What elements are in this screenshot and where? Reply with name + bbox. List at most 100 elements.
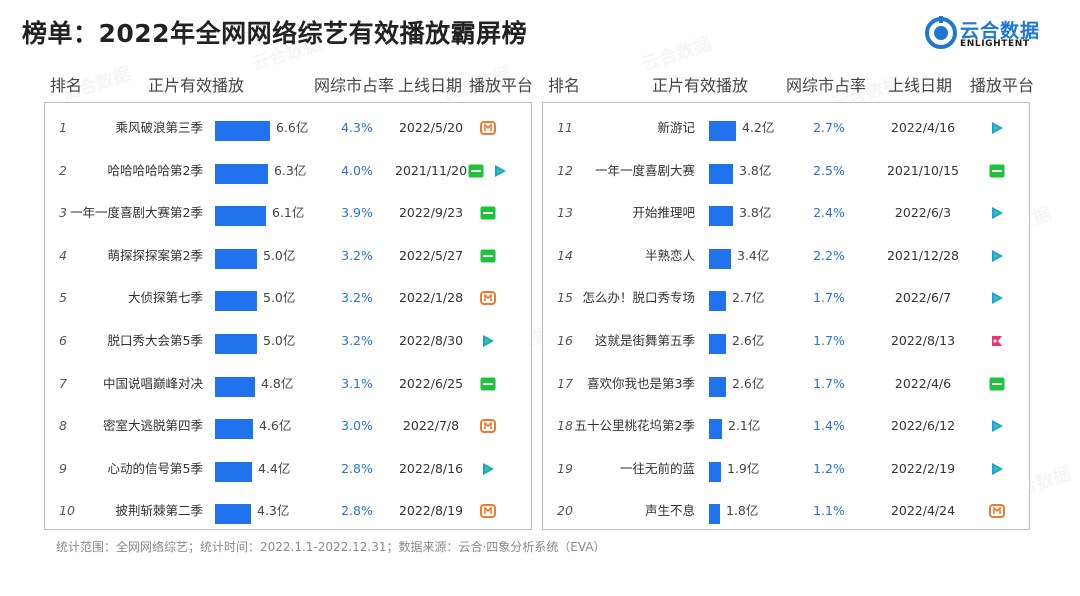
show-name: 心动的信号第5季 [107,460,203,476]
views-bar [215,376,255,397]
views-bar [215,419,253,440]
show-name: 声生不息 [644,503,695,519]
ranking-table-right: 11 新游记 4.2亿 2.7% 2022/4/16 12 一年一度喜剧大赛 3.8亿 2.5%… [542,102,1030,530]
platform-icons [989,376,1005,392]
rank-number: 13 [557,205,573,221]
release-date: 2022/6/25 [398,375,464,391]
logo-text-en: ENLIGHTENT [960,39,1030,49]
views-value: 3.8亿 [739,162,772,178]
mango-tv-icon [480,121,496,135]
header-date: 上线日期 [398,76,463,95]
show-name: 喜欢你我也是第3季 [587,375,695,391]
show-name: 密室大逃脱第四季 [102,418,203,434]
release-date: 2022/8/16 [398,460,464,476]
market-share: 1.1% [813,503,845,519]
iqiyi-icon [480,249,496,263]
views-value: 6.6亿 [276,120,309,135]
views-value: 5.0亿 [263,290,296,306]
release-date: 2022/6/12 [890,418,956,434]
tencent-video-icon [992,462,1003,475]
market-share: 1.7% [813,333,845,348]
platform-icons [989,333,1005,349]
mango-tv-icon [480,504,496,519]
platform-icons [480,503,496,519]
header-rank: 排名 [548,76,581,95]
market-share: 2.7% [813,120,845,135]
table-row: 14 半熟恋人 3.4亿 2.2% 2021/12/28 [543,235,1029,277]
views-value: 4.4亿 [258,460,291,476]
table-row: 4 萌探探探案第2季 5.0亿 3.2% 2022/5/27 [45,235,531,277]
views-value: 4.3亿 [257,503,290,519]
show-name: 新游记 [657,120,695,135]
header-rank: 排名 [50,76,83,95]
iqiyi-icon [480,206,496,220]
table-row: 12 一年一度喜剧大赛 3.8亿 2.5% 2021/10/15 [543,150,1029,192]
market-share: 2.8% [341,503,373,519]
column-headers-right: 排名 正片有效播放 网综市占率 上线日期 播放平台 [542,64,1036,98]
platform-icons [989,418,1005,434]
market-share: 1.7% [813,290,845,306]
views-value: 4.6亿 [259,418,292,434]
tencent-video-icon [483,462,494,475]
views-value: 5.0亿 [263,333,296,348]
platform-icons [468,163,508,179]
views-value: 2.1亿 [728,418,761,434]
market-share: 3.1% [341,375,373,391]
views-value: 6.3亿 [274,162,307,178]
mango-tv-icon [480,419,496,434]
column-headers-left: 排名 正片有效播放 网综市占率 上线日期 播放平台 [44,64,538,98]
table-row: 16 这就是街舞第五季 2.6亿 1.7% 2022/8/13 [543,320,1029,362]
platform-icons [989,248,1005,264]
release-date: 2022/2/19 [890,460,956,476]
rank-number: 18 [557,418,573,434]
views-bar [215,504,251,525]
table-row: 9 心动的信号第5季 4.4亿 2.8% 2022/8/16 [45,448,531,490]
rank-number: 20 [557,503,573,519]
iqiyi-icon [989,377,1005,391]
views-bar [709,121,736,141]
rank-number: 8 [59,418,67,434]
release-date: 2022/4/16 [890,120,956,135]
rank-number: 2 [59,162,67,178]
market-share: 3.2% [341,333,373,348]
header-share: 网综市占率 [314,76,395,95]
market-share: 2.8% [341,460,373,476]
footnote: 统计范围：全网网络综艺；统计时间：2022.1.1-2022.12.31；数据来… [56,540,606,554]
table-row: 20 声生不息 1.8亿 1.1% 2022/4/24 [543,490,1029,532]
release-date: 2022/6/3 [894,205,952,221]
views-value: 5.0亿 [263,247,296,263]
iqiyi-icon [468,164,484,178]
release-date: 2022/8/13 [890,333,956,348]
platform-icons [480,418,496,434]
market-share: 4.0% [341,162,373,178]
show-name: 一年一度喜剧大赛第2季 [70,205,203,221]
rank-number: 11 [557,120,573,135]
platform-icons [989,163,1005,179]
views-bar [215,163,268,184]
page-title: 榜单：2022年全网网络综艺有效播放霸屏榜 [22,19,528,48]
platform-icons [989,120,1005,136]
platform-icons [480,333,496,349]
views-bar [215,121,270,141]
rank-number: 16 [557,333,573,348]
release-date: 2021/12/28 [886,247,960,263]
header-date: 上线日期 [888,76,953,95]
market-share: 2.5% [813,162,845,178]
market-share: 2.2% [813,247,845,263]
table-row: 19 一往无前的蓝 1.9亿 1.2% 2022/2/19 [543,448,1029,490]
tencent-video-icon [992,420,1003,433]
rank-number: 5 [59,290,67,306]
platform-icons [480,290,496,306]
header-views: 正片有效播放 [652,76,749,95]
table-row: 5 大侦探第七季 5.0亿 3.2% 2022/1/28 [45,277,531,319]
rank-number: 15 [557,290,573,306]
views-value: 3.4亿 [737,247,770,263]
release-date: 2022/9/23 [398,205,464,221]
table-row: 11 新游记 4.2亿 2.7% 2022/4/16 [543,107,1029,149]
iqiyi-icon [480,377,496,391]
rank-number: 17 [557,375,573,391]
release-date: 2022/8/19 [398,503,464,519]
table-row: 2 哈哈哈哈哈第2季 6.3亿 4.0% 2021/11/20 [45,150,531,192]
rank-number: 3 [59,205,67,221]
tencent-video-icon [992,249,1003,262]
